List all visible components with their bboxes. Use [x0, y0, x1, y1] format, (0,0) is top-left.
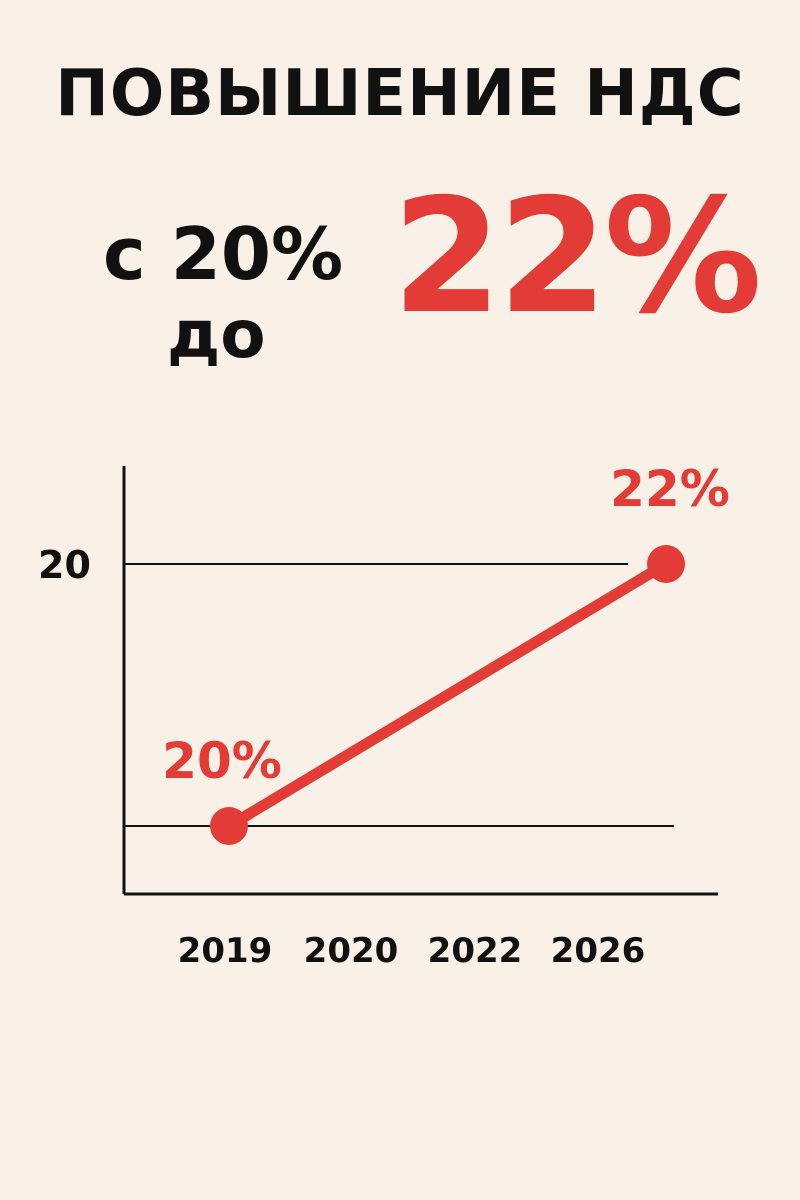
series-line — [223, 558, 672, 832]
y-tick-label: 20 — [38, 543, 91, 587]
new-rate-value: 22% — [392, 165, 762, 349]
data-label-2026: 22% — [610, 460, 730, 518]
x-tick-label-2022: 2022 — [428, 931, 523, 971]
page-title: ПОВЫШЕНИЕ НДС — [55, 57, 745, 131]
x-tick-label-2020: 2020 — [304, 931, 399, 971]
data-label-2019: 20% — [162, 732, 282, 790]
from-rate-text: с 20% — [103, 212, 344, 296]
to-text: до — [167, 296, 266, 373]
x-tick-label-2026: 2026 — [551, 931, 646, 971]
data-point-2026 — [647, 545, 685, 583]
data-point-2019 — [210, 807, 248, 845]
x-tick-label-2019: 2019 — [178, 931, 273, 971]
